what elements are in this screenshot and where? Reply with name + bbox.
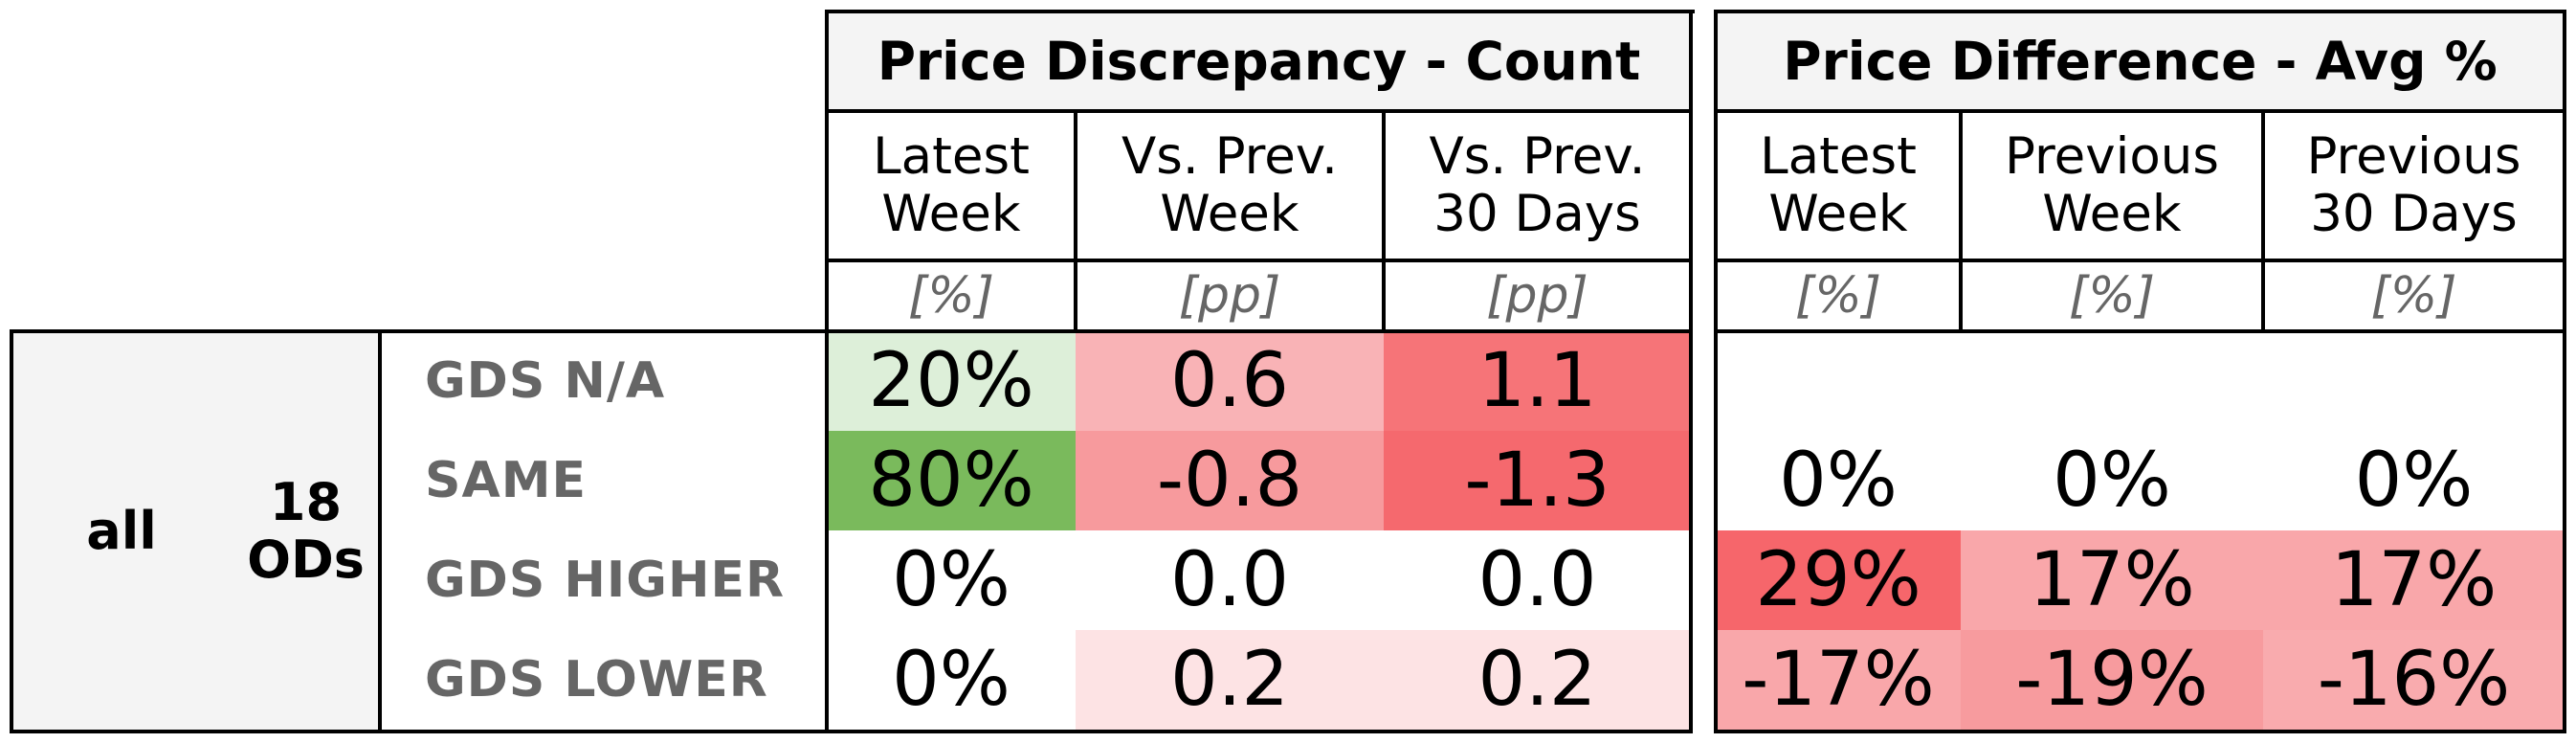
panel-2-col-divider-1 <box>1959 109 1963 331</box>
row-label-gds-na: GDS N/A <box>425 352 666 410</box>
panel-1-col-2-unit: [pp] <box>1178 267 1281 325</box>
panel-1-col-divider-2 <box>1382 109 1386 331</box>
panel-2-header-divider <box>1716 259 2565 262</box>
panel-1-cell-r1-c1: 20% <box>827 331 1076 431</box>
panel-1-cell-r1-c2: 0.6 <box>1076 331 1384 431</box>
panel-1-col-1-unit: [%] <box>908 267 994 325</box>
panel-1-title: Price Discrepancy - Count <box>827 11 1691 111</box>
panel-1-col-3-header: Vs. Prev. 30 Days <box>1429 127 1646 243</box>
panel-1-cell-r3-c3: 0.0 <box>1384 530 1691 630</box>
panel-2-border-top <box>1714 10 2566 13</box>
panel-1-cell-r4-c3: 0.2 <box>1384 630 1691 730</box>
panel-1-border-left <box>825 10 829 733</box>
panel-2-col-1-unit: [%] <box>1795 267 1881 325</box>
panel-1-cell-r1-c3: 1.1 <box>1384 331 1691 431</box>
panel-2-col-divider-2 <box>2261 109 2265 331</box>
panel-1-cell-r4-c2: 0.2 <box>1076 630 1384 730</box>
panel-1-border-bottom <box>10 730 1693 733</box>
panel-2-col-2-unit: [%] <box>2069 267 2155 325</box>
panel-2-cell-r4-c1: -17% <box>1716 630 1961 730</box>
row-stub <box>11 331 380 732</box>
stub-divider <box>378 329 382 733</box>
panel-1-header-divider <box>827 259 1691 262</box>
panel-2-cell-r2-c1: 0% <box>1716 431 1961 530</box>
panel-1-unit-divider <box>10 329 1693 333</box>
panel-2-border-right <box>2563 10 2566 733</box>
panel-1-col-3-unit: [pp] <box>1486 267 1588 325</box>
panel-1-border-top <box>827 10 1695 13</box>
panel-1-cell-r2-c1: 80% <box>827 431 1076 530</box>
panel-1-cell-r2-c3: -1.3 <box>1384 431 1691 530</box>
panel-2-cell-r4-c2: -19% <box>1961 630 2263 730</box>
panel-2-col-3-header: Previous 30 Days <box>2306 127 2521 243</box>
panel-2-cell-r1-c3 <box>2263 331 2565 431</box>
panel-1-col-divider-1 <box>1074 109 1077 331</box>
panel-2-cell-r2-c3: 0% <box>2263 431 2565 530</box>
panel-2-cell-r3-c1: 29% <box>1716 530 1961 630</box>
stub-border-left <box>10 329 13 733</box>
row-label-gds-higher: GDS HIGHER <box>425 552 786 609</box>
panel-2-col-1-header: Latest Week <box>1760 127 1917 243</box>
panel-1-cell-r3-c1: 0% <box>827 530 1076 630</box>
panel-1-cell-r4-c1: 0% <box>827 630 1076 730</box>
panel-2-border-bottom <box>1714 730 2566 733</box>
panel-2-col-2-header: Previous Week <box>2005 127 2219 243</box>
panel-2-col-3-unit: [%] <box>2370 267 2457 325</box>
panel-2-unit-divider <box>1716 329 2565 333</box>
row-label-same: SAME <box>425 452 587 509</box>
panel-2-border-left <box>1714 10 1718 733</box>
panel-1-border-right <box>1689 10 1693 733</box>
stub-subgroup-label: 18 ODs <box>247 472 365 590</box>
row-label-gds-lower: GDS LOWER <box>425 651 768 709</box>
panel-1-title-divider <box>827 109 1691 113</box>
panel-1-col-1-header: Latest Week <box>873 127 1030 243</box>
panel-2-title: Price Difference - Avg % <box>1716 11 2565 111</box>
panel-2-cell-r3-c2: 17% <box>1961 530 2263 630</box>
panel-2-title-divider <box>1716 109 2565 113</box>
panel-2-cell-r4-c3: -16% <box>2263 630 2565 730</box>
stub-group-label: all <box>86 501 157 561</box>
panel-1-cell-r2-c2: -0.8 <box>1076 431 1384 530</box>
panel-1-cell-r3-c2: 0.0 <box>1076 530 1384 630</box>
panel-2-cell-r1-c1 <box>1716 331 1961 431</box>
panel-2-cell-r3-c3: 17% <box>2263 530 2565 630</box>
panel-2-cell-r2-c2: 0% <box>1961 431 2263 530</box>
panel-1-col-2-header: Vs. Prev. Week <box>1121 127 1338 243</box>
panel-2-cell-r1-c2 <box>1961 331 2263 431</box>
